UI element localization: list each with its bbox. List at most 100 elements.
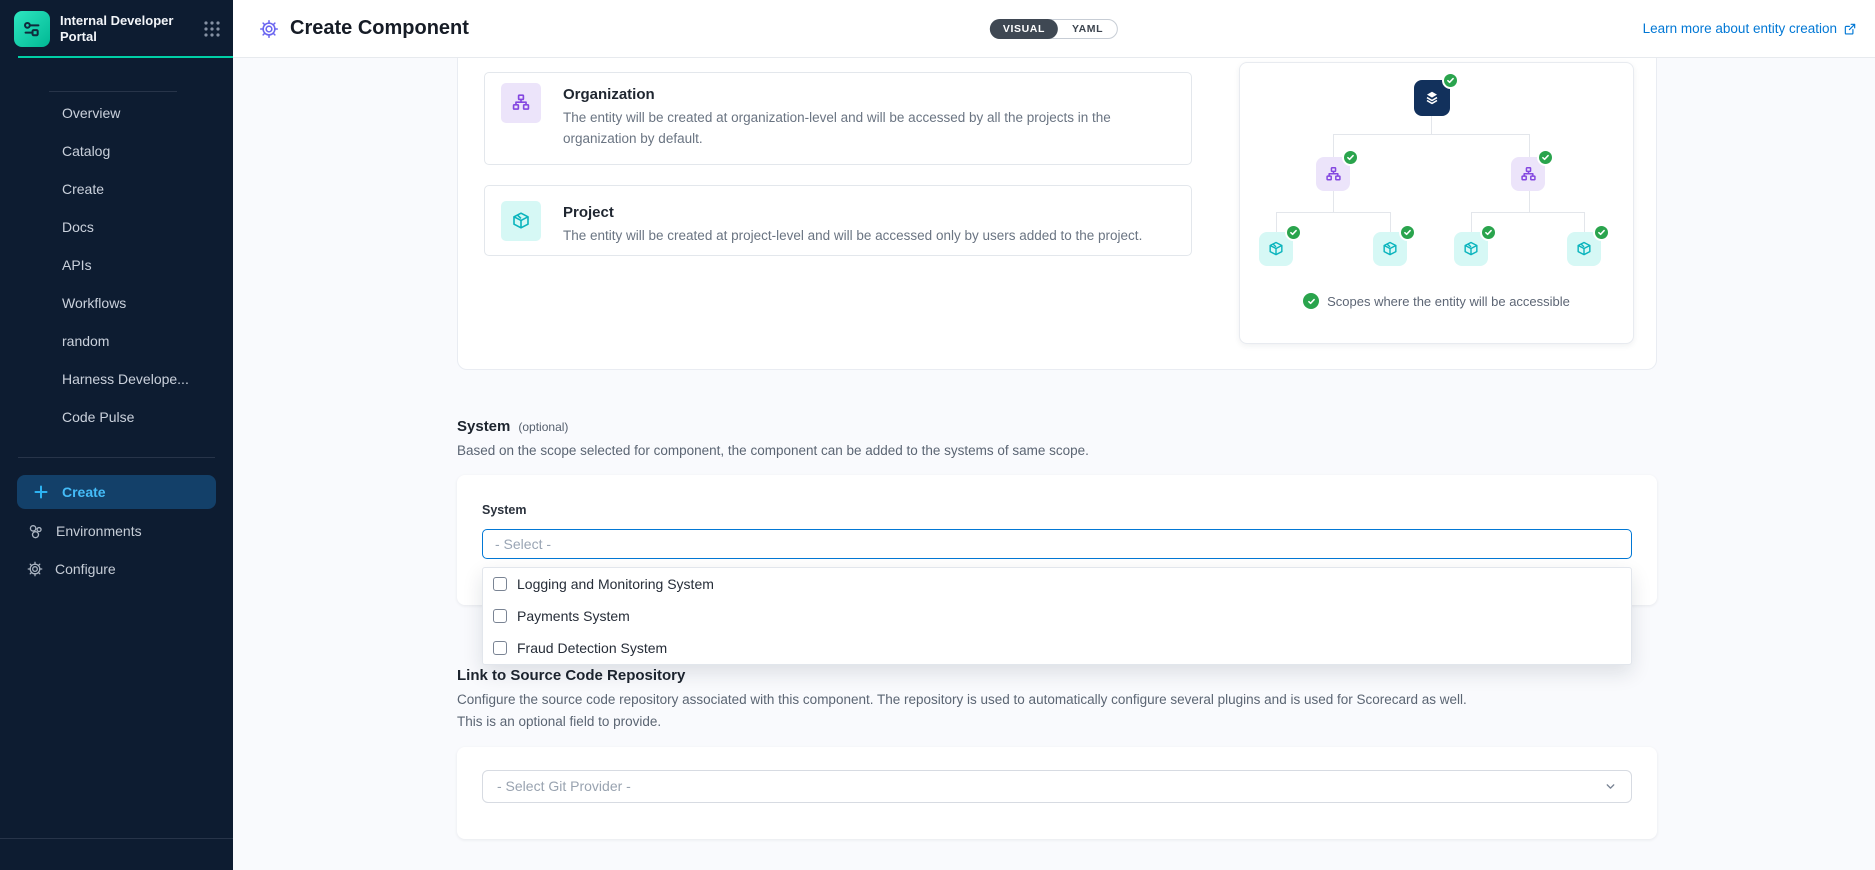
- check-badge-icon: [1593, 224, 1610, 241]
- check-badge-icon: [1442, 72, 1459, 89]
- org-chart-icon: [1519, 165, 1538, 184]
- sidebar: Internal Developer Portal Overview Catal…: [0, 0, 233, 870]
- org-scope-node: [1316, 149, 1359, 191]
- scope-section-card: Organization The entity will be created …: [457, 58, 1657, 370]
- cube-icon: [501, 201, 541, 241]
- account-scope-node: [1414, 72, 1459, 116]
- check-badge-icon: [1399, 224, 1416, 241]
- git-provider-card: - Select Git Provider -: [457, 746, 1657, 839]
- scope-option-project[interactable]: Project The entity will be created at pr…: [484, 185, 1192, 256]
- connector-line: [1471, 212, 1584, 213]
- system-dropdown-menu: Logging and Monitoring System Payments S…: [482, 566, 1632, 665]
- system-select-placeholder: - Select -: [495, 535, 552, 552]
- connector-line: [1276, 212, 1277, 232]
- grid-menu-icon[interactable]: [203, 20, 221, 38]
- dropdown-option-label: Fraud Detection System: [517, 639, 668, 656]
- checkbox[interactable]: [493, 576, 507, 591]
- sidebar-item-catalog[interactable]: Catalog: [62, 143, 111, 159]
- connector-line: [1390, 212, 1391, 232]
- connector-line: [1333, 134, 1334, 157]
- repo-section-heading: Link to Source Code Repository: [457, 667, 1875, 684]
- diagram-caption-label: Scopes where the entity will be accessib…: [1327, 293, 1570, 309]
- cube-icon: [1574, 239, 1594, 259]
- repo-description-line2: This is an optional field to provide.: [457, 714, 662, 730]
- sidebar-create-button[interactable]: Create: [17, 475, 216, 509]
- sidebar-item-apis[interactable]: APIs: [62, 257, 92, 273]
- project-option-text: Project The entity will be created at pr…: [563, 201, 1142, 243]
- sidebar-create-label: Create: [62, 484, 106, 500]
- sidebar-item-configure[interactable]: Configure: [0, 550, 233, 588]
- dropdown-option-payments[interactable]: Payments System: [483, 600, 1631, 632]
- dropdown-option-logging-monitoring[interactable]: Logging and Monitoring System: [483, 568, 1631, 600]
- sidebar-configure-label: Configure: [55, 561, 116, 577]
- tab-visual[interactable]: VISUAL: [989, 18, 1058, 39]
- sidebar-item-workflows[interactable]: Workflows: [62, 295, 127, 311]
- learn-more-label: Learn more about entity creation: [1642, 21, 1837, 36]
- check-badge-icon: [1342, 149, 1359, 166]
- sidebar-item-random[interactable]: random: [62, 333, 110, 349]
- page-title: Create Component: [290, 17, 469, 39]
- org-scope-node: [1511, 149, 1554, 191]
- project-scope-node: [1259, 224, 1302, 266]
- scope-option-organization[interactable]: Organization The entity will be created …: [484, 72, 1192, 165]
- environments-icon: [26, 522, 45, 541]
- project-title: Project: [563, 204, 614, 221]
- checkbox[interactable]: [493, 608, 507, 623]
- system-card: System - Select - Logging and Monitoring…: [457, 474, 1657, 665]
- organization-description: The entity will be created at organizati…: [563, 110, 1111, 146]
- plus-icon: [33, 484, 49, 500]
- main-area: Organization The entity will be created …: [233, 58, 1875, 870]
- system-field-label: System: [482, 502, 527, 517]
- system-heading-label: System: [457, 418, 511, 435]
- system-section-heading: System (optional): [457, 418, 1875, 435]
- sidebar-item-environments[interactable]: Environments: [0, 512, 233, 550]
- sidebar-environments-label: Environments: [56, 523, 142, 539]
- learn-more-link[interactable]: Learn more about entity creation: [1643, 21, 1857, 36]
- content-column: Create Component VISUAL YAML Learn more …: [233, 0, 1875, 870]
- sidebar-item-create[interactable]: Create: [62, 181, 105, 197]
- tab-yaml[interactable]: YAML: [1071, 22, 1104, 35]
- repo-description-line1: Configure the source code repository ass…: [457, 691, 1467, 707]
- sidebar-item-code-pulse[interactable]: Code Pulse: [62, 409, 135, 425]
- check-badge-icon: [1537, 149, 1554, 166]
- project-scope-node: [1567, 224, 1610, 266]
- system-section-description: Based on the scope selected for componen…: [457, 443, 1089, 458]
- layers-icon: [1422, 88, 1442, 108]
- sidebar-item-docs[interactable]: Docs: [62, 219, 94, 235]
- system-optional-label: (optional): [518, 420, 569, 434]
- dropdown-option-fraud-detection[interactable]: Fraud Detection System: [483, 632, 1631, 664]
- brand-title: Internal Developer Portal: [60, 12, 174, 44]
- org-chart-icon: [501, 83, 541, 123]
- connector-line: [1276, 212, 1390, 213]
- cube-icon: [1380, 239, 1400, 259]
- connector-line: [1333, 191, 1334, 212]
- project-scope-node: [1373, 224, 1416, 266]
- check-badge-icon: [1303, 293, 1320, 309]
- component-gear-icon: [258, 18, 280, 40]
- repo-heading-label: Link to Source Code Repository: [457, 666, 686, 684]
- scope-diagram-card: Scopes where the entity will be accessib…: [1239, 62, 1634, 344]
- connector-line: [1471, 212, 1472, 232]
- sidebar-item-overview[interactable]: Overview: [62, 105, 121, 121]
- sidebar-divider: [49, 91, 177, 92]
- system-select-input[interactable]: - Select -: [482, 528, 1632, 559]
- check-badge-icon: [1285, 224, 1302, 241]
- check-badge-icon: [1480, 224, 1497, 241]
- org-chart-icon: [1324, 165, 1343, 184]
- connector-line: [1529, 134, 1530, 157]
- checkbox[interactable]: [493, 640, 507, 655]
- connector-line: [1584, 212, 1585, 232]
- connector-line: [1431, 116, 1432, 134]
- git-provider-placeholder: - Select Git Provider -: [497, 778, 631, 795]
- sidebar-divider: [0, 838, 233, 839]
- sidebar-header: Internal Developer Portal: [0, 0, 233, 58]
- cube-icon: [1266, 239, 1286, 259]
- project-description: The entity will be created at project-le…: [563, 228, 1143, 243]
- chevron-down-icon: [1604, 780, 1617, 793]
- sidebar-item-harness-developer[interactable]: Harness Develope...: [62, 371, 189, 387]
- git-provider-select[interactable]: - Select Git Provider -: [482, 769, 1632, 803]
- app-logo-icon[interactable]: [14, 11, 50, 47]
- diagram-caption: Scopes where the entity will be accessib…: [1240, 293, 1633, 309]
- connector-line: [1529, 191, 1530, 212]
